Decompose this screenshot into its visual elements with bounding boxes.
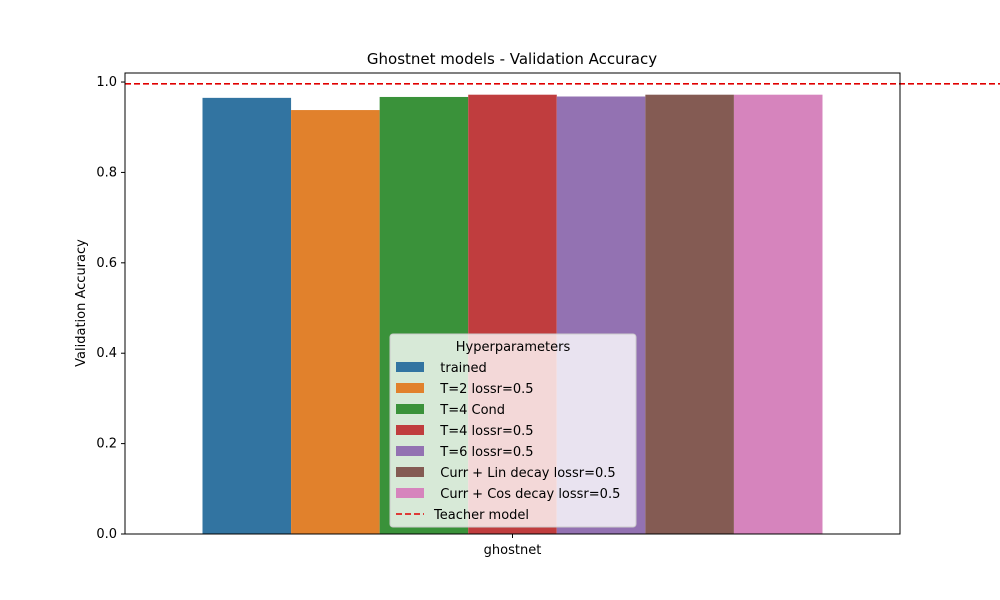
legend-entry: Curr + Lin decay lossr=0.5 — [432, 466, 616, 481]
bar-6 — [645, 94, 734, 534]
bar-2 — [291, 110, 380, 534]
y-tick-label: 0.2 — [96, 437, 117, 452]
legend-swatch — [396, 404, 424, 414]
y-axis-title: Validation Accuracy — [74, 239, 89, 367]
bar-1 — [202, 97, 292, 534]
legend-swatch — [396, 383, 424, 393]
legend-swatch — [396, 467, 424, 477]
y-tick-label: 0.6 — [96, 256, 117, 271]
legend-entry: Curr + Cos decay lossr=0.5 — [432, 487, 620, 502]
legend-box — [389, 333, 637, 528]
legend-swatch — [396, 446, 424, 456]
legend-swatch — [396, 488, 424, 498]
legend: Hyperparameters trained T=2 lossr=0.5 T=… — [389, 333, 637, 528]
x-tick-label: ghostnet — [484, 543, 542, 558]
y-tick-label: 0.4 — [96, 346, 117, 361]
legend-entry-teacher: Teacher model — [433, 508, 529, 523]
legend-entry: T=6 lossr=0.5 — [432, 445, 534, 460]
legend-swatch — [396, 425, 424, 435]
legend-entry: T=4 Cond — [432, 403, 505, 418]
legend-entry: T=4 lossr=0.5 — [432, 424, 534, 439]
chart-title: Ghostnet models - Validation Accuracy — [367, 50, 657, 68]
y-tick-label: 1.0 — [96, 75, 117, 90]
legend-entry: trained — [432, 361, 487, 376]
legend-entry: T=2 lossr=0.5 — [432, 382, 534, 397]
legend-title: Hyperparameters — [456, 340, 571, 355]
y-tick-label: 0.0 — [96, 527, 117, 542]
bar-7 — [733, 94, 823, 534]
y-tick-label: 0.8 — [96, 165, 117, 180]
legend-swatch — [396, 362, 424, 372]
